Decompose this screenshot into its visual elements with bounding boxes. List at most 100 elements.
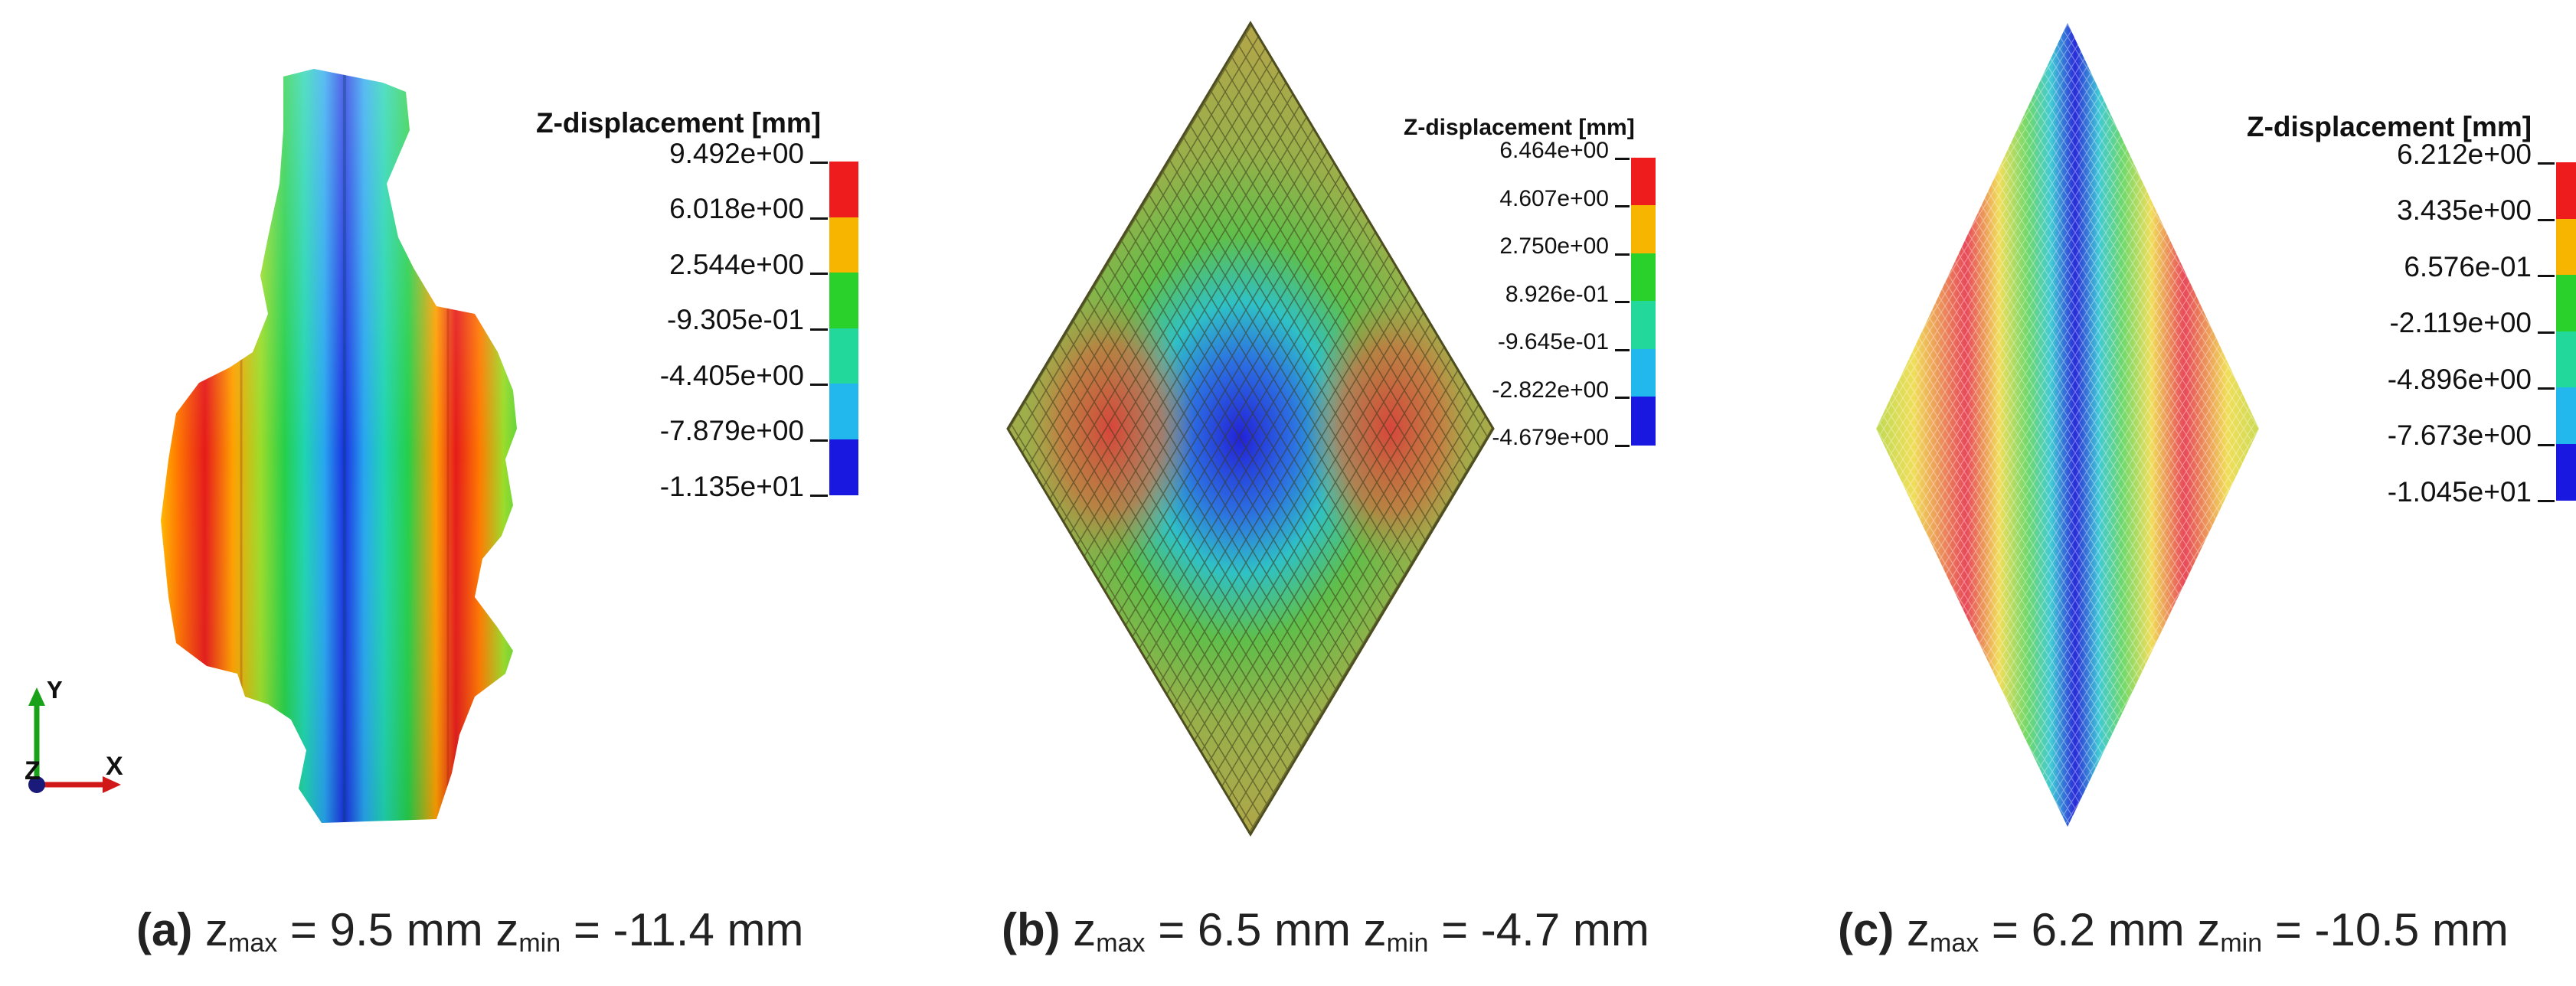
legend-tick-label: 2.544e+00 (669, 248, 804, 280)
caption-label: (a) (136, 904, 193, 955)
legend-title: Z-displacement [mm] (1404, 115, 1635, 140)
legend-tick-mark (810, 273, 828, 276)
legend-tick-mark (810, 217, 828, 220)
caption-zmin-var: z (1363, 904, 1387, 955)
caption-zmax-sub: max (1930, 929, 1979, 958)
legend-tick-mark (810, 495, 828, 498)
legend-tick-label: -9.305e-01 (667, 304, 804, 336)
legend-color-swatch (829, 328, 858, 385)
caption-label: (b) (1002, 904, 1061, 955)
panel-b: Z-displacement [mm] 6.464e+00 4.607e+00 2.… (842, 0, 1708, 986)
legend-color-swatch (2556, 275, 2576, 332)
caption-b: (b) zmax = 6.5 mm zmin = -4.7 mm (1002, 903, 1649, 958)
legend-tick-mark (1615, 397, 1630, 399)
legend-tick-mark (1615, 348, 1630, 351)
caption-zmin-value: = -10.5 mm (2274, 904, 2509, 955)
legend-tick-mark (1615, 301, 1630, 303)
panel-c: Z-displacement [mm] 6.212e+00 3.435e+00 6.… (1708, 0, 2576, 986)
legend-tick-label: 9.492e+00 (669, 137, 804, 169)
legend-color-swatch (2556, 443, 2576, 501)
legend-tick-mark (2538, 331, 2555, 334)
legend-tick-label: -7.879e+00 (659, 415, 804, 447)
legend-color-swatch (829, 217, 858, 274)
legend-tick-mark (2538, 275, 2555, 278)
legend-tick-mark (1615, 157, 1630, 160)
legend-tick-label: -1.045e+01 (2387, 475, 2532, 508)
legend-tick-mark (2538, 387, 2555, 390)
caption-zmin-sub: min (518, 929, 561, 958)
caption-zmax-value: = 6.2 mm (1991, 904, 2185, 955)
contour-plot-simulation-b (1006, 21, 1495, 837)
caption-zmin-value: = -4.7 mm (1441, 904, 1649, 955)
legend-tick-label: 3.435e+00 (2397, 194, 2532, 227)
legend-color-swatch (829, 384, 858, 440)
caption-zmin-var: z (495, 904, 519, 955)
legend-tick-label: 4.607e+00 (1499, 185, 1609, 211)
legend-tick-mark (2538, 443, 2555, 446)
caption-zmin-var: z (2197, 904, 2221, 955)
legend-tick-label: 6.464e+00 (1499, 138, 1609, 163)
caption-zmax-sub: max (228, 929, 278, 958)
legend-tick-label: 6.576e-01 (2404, 250, 2532, 282)
caption-label: (c) (1838, 904, 1894, 955)
caption-zmin-sub: min (1386, 929, 1429, 958)
legend-tick-mark (810, 439, 828, 442)
legend-tick-mark (2538, 218, 2555, 221)
legend-tick-mark (810, 162, 828, 165)
legend-tick-label: -7.673e+00 (2387, 420, 2532, 452)
legend-color-swatch (2556, 331, 2576, 389)
contour-plot-measured (161, 69, 517, 823)
legend-color-swatch (829, 273, 858, 329)
legend-color-swatch (829, 162, 858, 218)
legend-tick-mark (1615, 444, 1630, 447)
legend-color-swatch (2556, 218, 2576, 276)
legend-color-swatch (2556, 387, 2576, 445)
legend-color-swatch (829, 439, 858, 496)
legend-color-swatch (1631, 205, 1656, 254)
legend-color-swatch (1631, 301, 1656, 350)
caption-zmax-var: z (1907, 904, 1930, 955)
caption-zmax-sub: max (1096, 929, 1146, 958)
legend-tick-label: 2.750e+00 (1499, 233, 1609, 259)
legend-tick-label: -2.119e+00 (2389, 307, 2532, 339)
caption-a: (a) zmax = 9.5 mm zmin = -11.4 mm (136, 903, 803, 958)
legend-tick-label: -4.679e+00 (1492, 425, 1609, 450)
legend-tick-mark (1615, 253, 1630, 256)
caption-zmax-value: = 9.5 mm (289, 904, 483, 955)
caption-zmin-sub: min (2220, 929, 2263, 958)
axis-x-label: X (106, 752, 123, 781)
legend-tick-label: 6.212e+00 (2397, 138, 2532, 170)
legend-tick-label: -1.135e+01 (659, 470, 804, 502)
legend-tick-label: -4.405e+00 (659, 359, 804, 391)
legend-tick-mark (810, 384, 828, 387)
legend-title: Z-displacement [mm] (2247, 111, 2532, 142)
caption-zmax-var: z (1073, 904, 1097, 955)
caption-zmin-value: = -11.4 mm (573, 904, 804, 955)
legend-tick-mark (2538, 500, 2555, 503)
colorbar-legend-a: Z-displacement [mm] 9.492e+00 6.018e+00 2.… (536, 107, 858, 536)
legend-color-swatch (1631, 157, 1656, 206)
legend-tick-label: -2.822e+00 (1492, 377, 1609, 403)
axes-triad-icon: Y Z X (25, 681, 123, 793)
caption-zmax-var: z (205, 904, 229, 955)
legend-color-swatch (1631, 397, 1656, 446)
legend-color-swatch (2556, 162, 2576, 220)
caption-c: (c) zmax = 6.2 mm zmin = -10.5 mm (1838, 903, 2509, 958)
legend-tick-label: -9.645e-01 (1497, 329, 1609, 354)
contour-plot-simulation-c (1876, 23, 2259, 827)
legend-color-swatch (1631, 253, 1656, 302)
colorbar-legend-c: Z-displacement [mm] 6.212e+00 3.435e+00 6.… (2247, 111, 2576, 524)
legend-tick-label: -4.896e+00 (2387, 363, 2532, 395)
legend-tick-mark (810, 328, 828, 331)
legend-tick-label: 6.018e+00 (669, 193, 804, 225)
colorbar-legend-b: Z-displacement [mm] 6.464e+00 4.607e+00 2.… (1404, 115, 1710, 482)
legend-title: Z-displacement [mm] (536, 107, 822, 139)
legend-tick-mark (2538, 162, 2555, 165)
legend-tick-mark (1615, 205, 1630, 207)
axis-y-label: Y (46, 681, 64, 704)
legend-tick-label: 8.926e-01 (1505, 281, 1609, 307)
legend-color-swatch (1631, 348, 1656, 397)
panel-a: Z-displacement [mm] 9.492e+00 6.018e+00 2.… (0, 0, 858, 986)
axis-z-label: Z (25, 756, 41, 785)
caption-zmax-value: = 6.5 mm (1158, 904, 1351, 955)
